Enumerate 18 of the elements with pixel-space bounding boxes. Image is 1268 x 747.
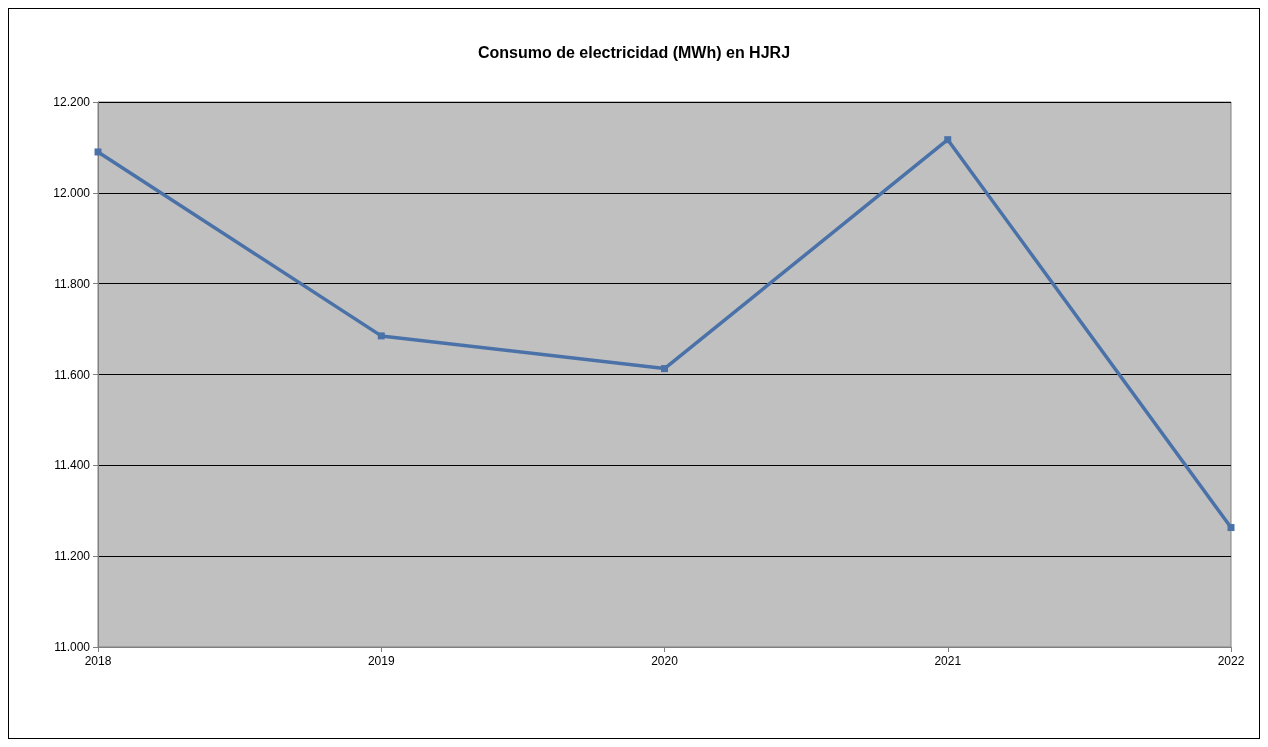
point [377, 332, 385, 340]
y-tick-label: 11.600 [54, 367, 91, 382]
x-tick-label: 2019 [367, 654, 395, 668]
y-tick-label: 11.800 [54, 276, 91, 291]
y-tick-label: 12.000 [53, 185, 91, 200]
point [944, 136, 952, 144]
x-tick-label: 2022 [1217, 654, 1245, 668]
point [94, 148, 102, 156]
y-tick-label: 11.200 [54, 549, 91, 564]
x-tick-label: 2018 [84, 654, 112, 668]
y-tick-label: 12.200 [53, 95, 91, 109]
x-tick-label: 2020 [651, 654, 679, 668]
chart-title: Consumo de electricidad (MWh) en HJRJ [477, 43, 791, 61]
point [1227, 524, 1235, 532]
point [661, 365, 668, 373]
y-tick-label: 11.400 [54, 458, 91, 473]
x-tick-label: 2021 [934, 654, 962, 668]
y-tick-label: 11.000 [54, 640, 91, 654]
